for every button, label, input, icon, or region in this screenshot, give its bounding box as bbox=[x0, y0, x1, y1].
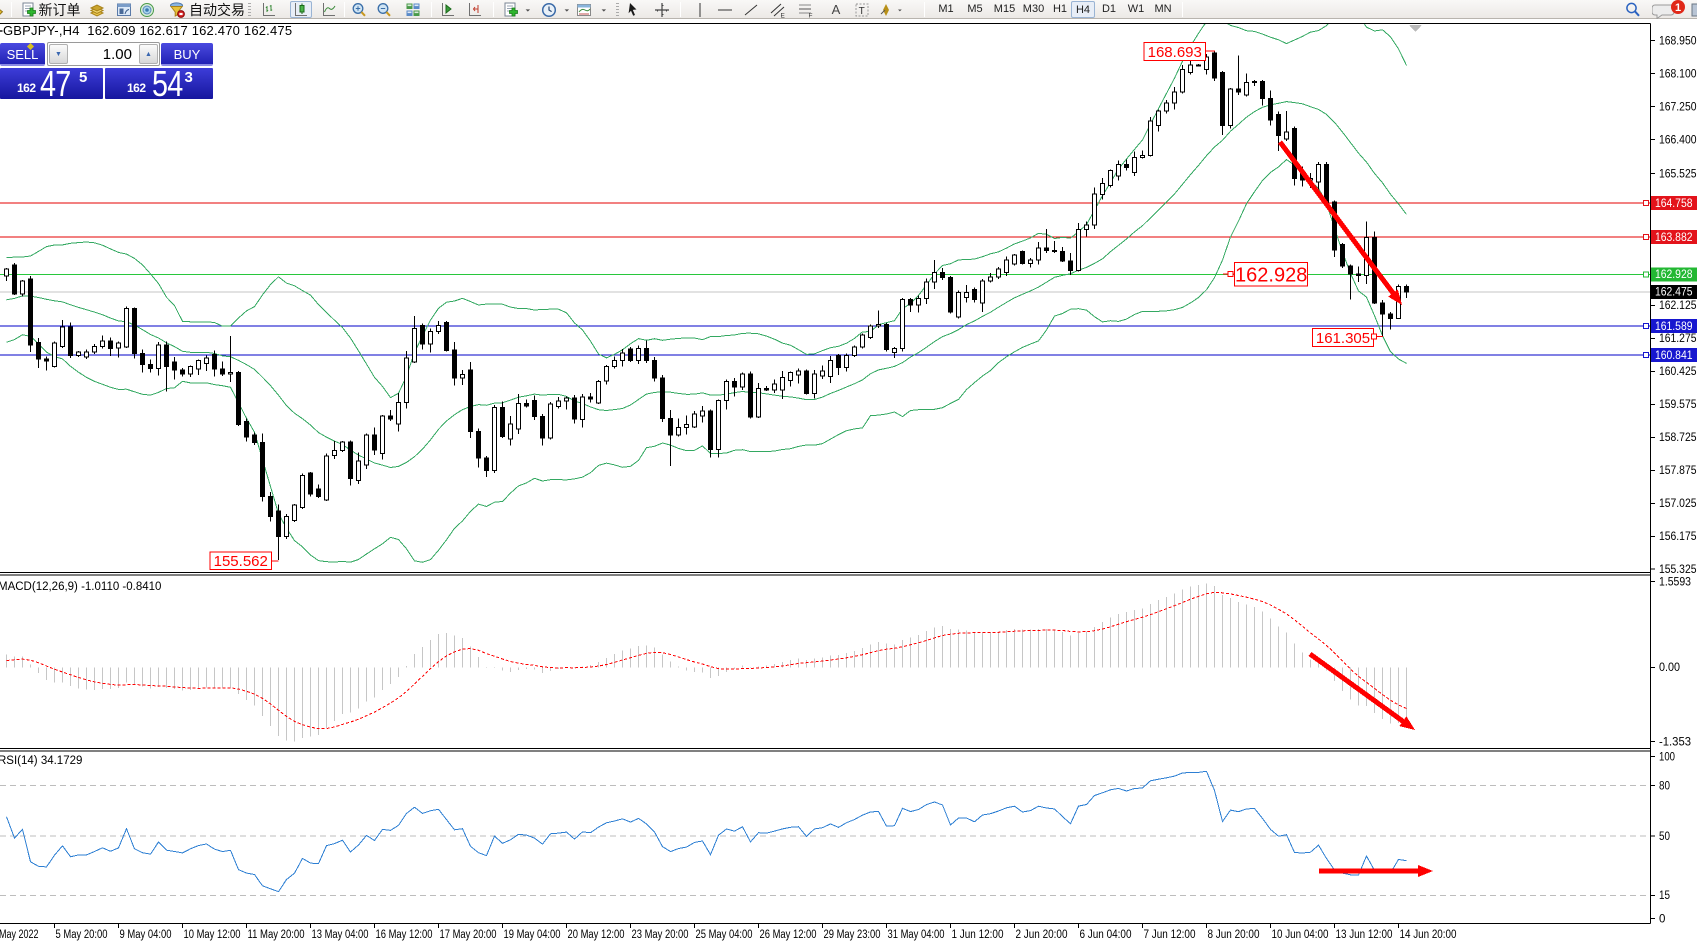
svg-text:6 Jun 04:00: 6 Jun 04:00 bbox=[1080, 929, 1132, 941]
svg-text:25 May 04:00: 25 May 04:00 bbox=[696, 929, 753, 941]
svg-text:20 May 12:00: 20 May 12:00 bbox=[568, 929, 625, 941]
svg-text:-1.353: -1.353 bbox=[1659, 737, 1691, 749]
svg-text:F: F bbox=[809, 12, 813, 18]
svg-text:10 Jun 04:00: 10 Jun 04:00 bbox=[1272, 929, 1329, 941]
svg-text:162.125: 162.125 bbox=[1659, 300, 1697, 312]
svg-text:1: 1 bbox=[1675, 2, 1681, 14]
svg-text:156.175: 156.175 bbox=[1659, 531, 1697, 543]
svg-text:T: T bbox=[859, 6, 865, 17]
svg-text:155.562: 155.562 bbox=[214, 553, 268, 570]
svg-text:164.758: 164.758 bbox=[1655, 198, 1693, 210]
svg-text:1.5593: 1.5593 bbox=[1659, 576, 1691, 588]
svg-text:10 May 12:00: 10 May 12:00 bbox=[184, 929, 241, 941]
svg-text:11 May 20:00: 11 May 20:00 bbox=[248, 929, 305, 941]
svg-text:160.841: 160.841 bbox=[1655, 350, 1693, 362]
svg-text:157.875: 157.875 bbox=[1659, 465, 1697, 477]
svg-text:2 Jun 20:00: 2 Jun 20:00 bbox=[1016, 929, 1068, 941]
svg-text:13 May 04:00: 13 May 04:00 bbox=[312, 929, 369, 941]
svg-text:MACD(12,26,9) -1.0110 -0.8410: MACD(12,26,9) -1.0110 -0.8410 bbox=[0, 581, 161, 593]
svg-text:100: 100 bbox=[1659, 752, 1675, 764]
svg-text:162.928: 162.928 bbox=[1235, 264, 1307, 286]
svg-text:9 May 04:00: 9 May 04:00 bbox=[120, 929, 172, 941]
svg-text:158.725: 158.725 bbox=[1659, 432, 1697, 444]
svg-text:E: E bbox=[781, 12, 786, 18]
svg-text:RSI(14) 34.1729: RSI(14) 34.1729 bbox=[0, 755, 82, 767]
svg-text:0.00: 0.00 bbox=[1659, 662, 1680, 674]
svg-text:17 May 20:00: 17 May 20:00 bbox=[440, 929, 497, 941]
svg-text:162.928: 162.928 bbox=[1655, 269, 1693, 281]
svg-text:15: 15 bbox=[1659, 890, 1670, 902]
svg-text:168.100: 168.100 bbox=[1659, 68, 1697, 80]
svg-text:23 May 20:00: 23 May 20:00 bbox=[632, 929, 689, 941]
svg-text:165.525: 165.525 bbox=[1659, 168, 1697, 180]
svg-text:163.882: 163.882 bbox=[1655, 232, 1693, 244]
svg-text:168.693: 168.693 bbox=[1148, 44, 1202, 61]
svg-text:167.250: 167.250 bbox=[1659, 101, 1697, 113]
svg-text:160.425: 160.425 bbox=[1659, 366, 1697, 378]
svg-text:50: 50 bbox=[1659, 831, 1670, 843]
svg-text:162.475: 162.475 bbox=[1655, 287, 1693, 299]
svg-text:157.025: 157.025 bbox=[1659, 498, 1697, 510]
svg-text:168.950: 168.950 bbox=[1659, 35, 1697, 47]
svg-text:159.575: 159.575 bbox=[1659, 399, 1697, 411]
svg-text:1 Jun 12:00: 1 Jun 12:00 bbox=[952, 929, 1004, 941]
svg-text:31 May 04:00: 31 May 04:00 bbox=[888, 929, 945, 941]
svg-text:GBPJPY-,H4 162.609 162.617 16: GBPJPY-,H4 162.609 162.617 162.470 162.4… bbox=[3, 23, 292, 38]
svg-text:166.400: 166.400 bbox=[1659, 134, 1697, 146]
svg-text:29 May 23:00: 29 May 23:00 bbox=[824, 929, 881, 941]
svg-text:7 Jun 12:00: 7 Jun 12:00 bbox=[1144, 929, 1196, 941]
svg-text:14 Jun 20:00: 14 Jun 20:00 bbox=[1400, 929, 1457, 941]
svg-text:8 Jun 20:00: 8 Jun 20:00 bbox=[1208, 929, 1260, 941]
svg-text:0: 0 bbox=[1659, 913, 1665, 925]
svg-text:26 May 12:00: 26 May 12:00 bbox=[760, 929, 817, 941]
svg-text:161.589: 161.589 bbox=[1655, 321, 1693, 333]
svg-text:4 May 2022: 4 May 2022 bbox=[0, 929, 39, 941]
svg-text:155.325: 155.325 bbox=[1659, 564, 1697, 576]
svg-text:19 May 04:00: 19 May 04:00 bbox=[504, 929, 561, 941]
svg-text:5 May 20:00: 5 May 20:00 bbox=[56, 929, 108, 941]
svg-text:13 Jun 12:00: 13 Jun 12:00 bbox=[1336, 929, 1393, 941]
svg-text:80: 80 bbox=[1659, 780, 1670, 792]
svg-text:161.305: 161.305 bbox=[1316, 330, 1370, 347]
svg-text:16 May 12:00: 16 May 12:00 bbox=[376, 929, 433, 941]
svg-text:161.275: 161.275 bbox=[1659, 333, 1697, 345]
